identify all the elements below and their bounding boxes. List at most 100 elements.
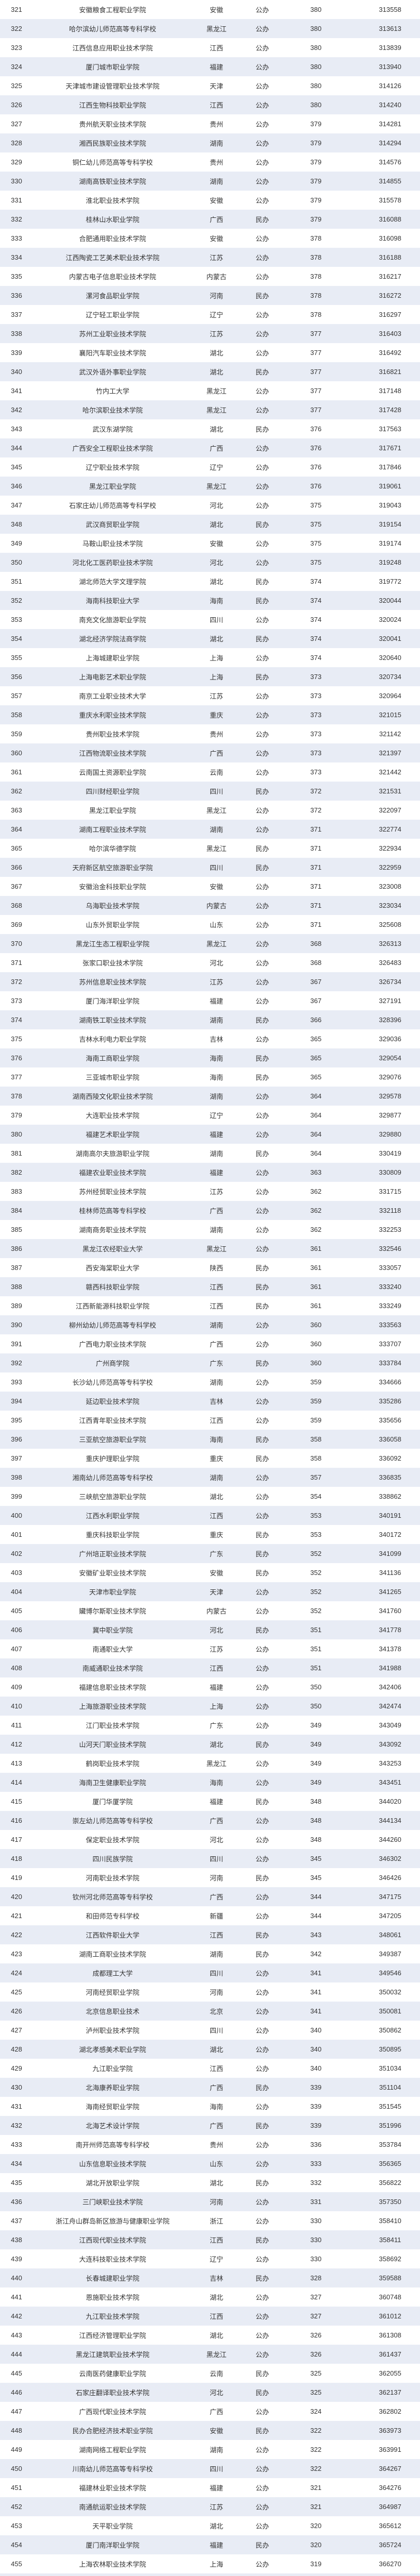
- cell-rank: 343: [0, 419, 33, 438]
- cell-rank: 432: [0, 2116, 33, 2135]
- cell-code: 325608: [348, 915, 420, 934]
- cell-province: 黑龙江: [192, 400, 241, 419]
- cell-province: 湖北: [192, 2173, 241, 2192]
- cell-rank: 427: [0, 2021, 33, 2040]
- cell-province: 云南: [192, 2573, 241, 2576]
- cell-school: 川南幼儿师范高等专科学校: [33, 2459, 192, 2478]
- cell-type: 民办: [241, 1620, 284, 1639]
- table-row: 328湘西民族职业技术学院湖南公办379314294: [0, 133, 420, 152]
- table-row: 433南开州师范高等专科学校贵州公办336353784: [0, 2135, 420, 2154]
- cell-province: 湖北: [192, 2326, 241, 2345]
- cell-score: 351: [284, 1620, 348, 1639]
- cell-rank: 364: [0, 820, 33, 839]
- cell-type: 公办: [241, 324, 284, 343]
- cell-province: 新疆: [192, 1906, 241, 1925]
- cell-province: 湖南: [192, 1372, 241, 1392]
- cell-code: 347175: [348, 1887, 420, 1906]
- cell-province: 云南: [192, 762, 241, 782]
- table-row: 336漯河食品职业学院河南民办378316272: [0, 286, 420, 305]
- table-row: 401重庆科技职业学院重庆民办353340172: [0, 1525, 420, 1544]
- table-row: 340武汉外语外事职业学院湖北民办377316821: [0, 362, 420, 381]
- table-row: 451福建林业职业技术学院福建公办321364276: [0, 2478, 420, 2497]
- cell-province: 河北: [192, 953, 241, 972]
- cell-score: 339: [284, 2097, 348, 2116]
- cell-rank: 425: [0, 1982, 33, 2002]
- cell-province: 江西: [192, 1277, 241, 1296]
- cell-code: 349387: [348, 1944, 420, 1963]
- table-row: 414海南卫生健康职业学院海南公办349343451: [0, 1773, 420, 1792]
- table-row: 411江门职业技术学院广东公办349343049: [0, 1716, 420, 1735]
- cell-province: 江西: [192, 2307, 241, 2326]
- cell-school: 九江职业技术学院: [33, 2307, 192, 2326]
- cell-school: 钦州河北师范高等专科学校: [33, 1887, 192, 1906]
- cell-rank: 346: [0, 477, 33, 496]
- cell-score: 336: [284, 2135, 348, 2154]
- cell-province: 福建: [192, 2478, 241, 2497]
- table-row: 339襄阳汽车职业技术学院湖北公办377316492: [0, 343, 420, 362]
- cell-school: 湖南高尔夫旅游职业学院: [33, 1144, 192, 1163]
- cell-type: 民办: [241, 1925, 284, 1944]
- cell-code: 351996: [348, 2116, 420, 2135]
- cell-rank: 452: [0, 2497, 33, 2516]
- cell-province: 福建: [192, 1125, 241, 1144]
- table-row: 398湘南幼儿师范高等专科学校湖南公办357336835: [0, 1468, 420, 1487]
- cell-school: 云南医药健康职业学院: [33, 2364, 192, 2383]
- cell-code: 361308: [348, 2326, 420, 2345]
- cell-score: 364: [284, 1125, 348, 1144]
- cell-province: 广西: [192, 438, 241, 457]
- cell-code: 333057: [348, 1258, 420, 1277]
- cell-code: 357350: [348, 2192, 420, 2211]
- cell-school: 黑龙江职业学院: [33, 477, 192, 496]
- cell-school: 南通职业大学: [33, 1639, 192, 1658]
- cell-province: 安徽: [192, 229, 241, 248]
- cell-school: 成都理工大学: [33, 1963, 192, 1982]
- cell-rank: 422: [0, 1925, 33, 1944]
- cell-score: 327: [284, 2287, 348, 2307]
- cell-rank: 398: [0, 1468, 33, 1487]
- table-row: 386黑龙江农经职业大学黑龙江公办361332546: [0, 1239, 420, 1258]
- cell-code: 334666: [348, 1372, 420, 1392]
- table-row: 408南威通职业技术学院江西公办351341988: [0, 1658, 420, 1677]
- cell-score: 366: [284, 1010, 348, 1029]
- cell-province: 广西: [192, 2402, 241, 2421]
- cell-school: 厦门城市职业学院: [33, 57, 192, 76]
- cell-type: 公办: [241, 724, 284, 743]
- cell-province: 河北: [192, 496, 241, 515]
- cell-code: 343092: [348, 1735, 420, 1754]
- cell-score: 340: [284, 2059, 348, 2078]
- cell-score: 380: [284, 0, 348, 19]
- cell-rank: 351: [0, 572, 33, 591]
- cell-code: 364267: [348, 2459, 420, 2478]
- table-row: 397重庆护理职业学院重庆民办358336092: [0, 1449, 420, 1468]
- cell-rank: 375: [0, 1029, 33, 1048]
- cell-type: 公办: [241, 1239, 284, 1258]
- cell-type: 公办: [241, 991, 284, 1010]
- cell-code: 314294: [348, 133, 420, 152]
- cell-province: 河北: [192, 2383, 241, 2402]
- cell-province: 湖北: [192, 419, 241, 438]
- cell-province: 黑龙江: [192, 1754, 241, 1773]
- cell-school: 哈尔滨职业技术学院: [33, 400, 192, 419]
- cell-score: 331: [284, 2192, 348, 2211]
- cell-school: 重庆科技职业学院: [33, 1525, 192, 1544]
- cell-rank: 455: [0, 2554, 33, 2573]
- cell-school: 和田师范专科学校: [33, 1906, 192, 1925]
- cell-rank: 412: [0, 1735, 33, 1754]
- cell-school: 湖南高铁职业技术学院: [33, 172, 192, 191]
- cell-province: 陕西: [192, 1258, 241, 1277]
- table-row: 325天津城市建设管理职业技术学院天津公办380314126: [0, 76, 420, 95]
- cell-code: 340172: [348, 1525, 420, 1544]
- cell-province: 广西: [192, 210, 241, 229]
- cell-code: 341136: [348, 1563, 420, 1582]
- cell-type: 民办: [241, 210, 284, 229]
- table-row: 404天津市职业学院天津公办352341265: [0, 1582, 420, 1601]
- cell-score: 361: [284, 1296, 348, 1315]
- cell-type: 公办: [241, 762, 284, 782]
- cell-rank: 321: [0, 0, 33, 19]
- cell-score: 377: [284, 362, 348, 381]
- cell-score: 377: [284, 400, 348, 419]
- table-row: 417保定职业技术学院河北公办348344260: [0, 1830, 420, 1849]
- cell-province: 广西: [192, 1201, 241, 1220]
- cell-code: 366661: [348, 2573, 420, 2576]
- cell-code: 344134: [348, 1811, 420, 1830]
